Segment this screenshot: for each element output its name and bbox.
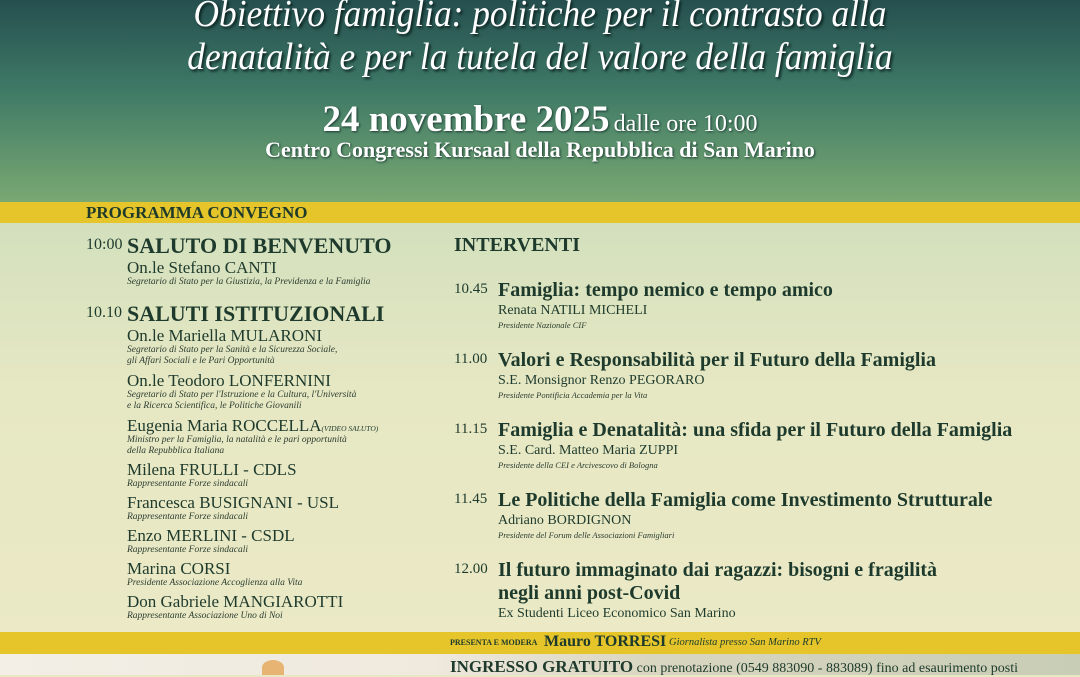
talk-title: Valori e Responsabilità per il Futuro de…: [498, 349, 936, 371]
event-title-line1: Obiettivo famiglia: politiche per il con…: [193, 0, 887, 35]
moderator-role: Giornalista presso San Marino RTV: [669, 637, 821, 648]
interventi-heading: INTERVENTI: [454, 234, 580, 256]
speaker-role: Segretario di Stato per l'Istruzione e l…: [127, 390, 357, 400]
talk-title: Famiglia: tempo nemico e tempo amico: [498, 279, 833, 301]
entry-info: INGRESSO GRATUITO con prenotazione (0549…: [450, 657, 1018, 677]
speaker-role: Presidente Nazionale CIF: [498, 320, 587, 330]
speaker-name: Renata NATILI MICHELI: [498, 303, 648, 318]
speaker-name: Marina CORSI: [127, 559, 231, 578]
time: 11.45: [454, 491, 488, 507]
time: 11.15: [454, 421, 488, 437]
talk-title: Famiglia e Denatalità: una sfida per il …: [498, 419, 1013, 441]
speaker-name: Milena FRULLI - CDLS: [127, 460, 297, 479]
speaker-role: Presidente della CEI e Arcivescovo di Bo…: [498, 460, 658, 470]
video-note: (VIDEO SALUTO): [321, 424, 379, 433]
speaker-role: Rappresentante Forze sindacali: [127, 545, 249, 555]
speaker-role: Ministro per la Famiglia, la natalità e …: [127, 435, 347, 445]
start-time: dalle ore 10:00: [613, 111, 758, 137]
speaker-name: Adriano BORDIGNON: [498, 513, 632, 528]
speaker-role: Rappresentante Forze sindacali: [127, 512, 249, 522]
moderator-name: Mauro TORRESI: [544, 633, 667, 650]
speaker-role: Segretario di Stato per la Sanità e la S…: [127, 345, 338, 355]
speaker-name: On.le Stefano CANTI: [127, 258, 277, 277]
section-title: SALUTI ISTITUZIONALI: [127, 301, 385, 326]
speaker-role: Rappresentante Associazione Uno di Noi: [127, 611, 283, 621]
speaker-name: Enzo MERLINI - CSDL: [127, 526, 295, 545]
program-body: 10:00 SALUTO DI BENVENUTO On.le Stefano …: [0, 223, 1080, 633]
speaker-name: Don Gabriele MANGIAROTTI: [127, 592, 344, 611]
speaker-name: On.le Teodoro LONFERNINI: [127, 371, 331, 390]
talk-title: Le Politiche della Famiglia come Investi…: [498, 489, 993, 511]
footer: INGRESSO GRATUITO con prenotazione (0549…: [0, 654, 1080, 677]
programma-band: PROGRAMMA CONVEGNO: [0, 202, 1080, 223]
speaker-role: della Repubblica Italiana: [127, 446, 225, 456]
moderator-band: PRESENTA E MODERA Mauro TORRESI Giornali…: [0, 632, 1080, 654]
moderator-prefix: PRESENTA E MODERA: [450, 638, 538, 647]
time: 11.00: [454, 351, 488, 367]
time: 12.00: [454, 561, 488, 577]
talk-title: Il futuro immaginato dai ragazzi: bisogn…: [498, 559, 938, 581]
speaker-name: On.le Mariella MULARONI: [127, 326, 322, 345]
name: Eugenia Maria ROCCELLA: [127, 416, 322, 435]
entry-details: con prenotazione (0549 883090 - 883089) …: [636, 661, 1019, 676]
entry-label: INGRESSO GRATUITO: [450, 657, 634, 676]
time: 10:00: [86, 236, 123, 253]
speaker-name: S.E. Card. Matteo Maria ZUPPI: [498, 443, 679, 458]
date: 24 novembre 2025: [322, 99, 610, 140]
speaker-role: Presidente del Forum delle Associazioni …: [498, 530, 675, 540]
speaker-role: Rappresentante Forze sindacali: [127, 479, 249, 489]
speaker-role: Presidente Pontificia Accademia per la V…: [498, 390, 648, 400]
speaker-name: S.E. Monsignor Renzo PEGORARO: [498, 373, 705, 388]
time: 10.45: [454, 281, 488, 297]
header-banner: Obiettivo famiglia: politiche per il con…: [0, 0, 1080, 202]
event-date: 24 novembre 2025 dalle ore 10:00: [0, 98, 1080, 141]
speaker-name: Eugenia Maria ROCCELLA(VIDEO SALUTO): [127, 416, 378, 436]
speaker-name: Francesca BUSIGNANI - USL: [127, 493, 339, 512]
speaker-role: Presidente Associazione Accoglienza alla…: [127, 578, 303, 588]
speaker-role: Segretario di Stato per la Giustizia, la…: [127, 277, 371, 287]
speaker-name: Ex Studenti Liceo Economico San Marino: [498, 606, 736, 621]
event-title-line2: denatalità e per la tutela del valore de…: [187, 36, 893, 78]
programma-label: PROGRAMMA CONVEGNO: [86, 203, 308, 222]
speaker-role: gli Affari Sociali e le Pari Opportunità: [127, 356, 275, 366]
time: 10.10: [86, 304, 122, 321]
talk-title-line2: negli anni post-Covid: [498, 582, 681, 604]
section-title: SALUTO DI BENVENUTO: [127, 233, 392, 258]
speaker-role: e la Ricerca Scientifica, le Politiche G…: [127, 401, 302, 411]
event-venue: Centro Congressi Kursaal della Repubblic…: [265, 137, 815, 162]
decorative-image: [262, 660, 284, 675]
